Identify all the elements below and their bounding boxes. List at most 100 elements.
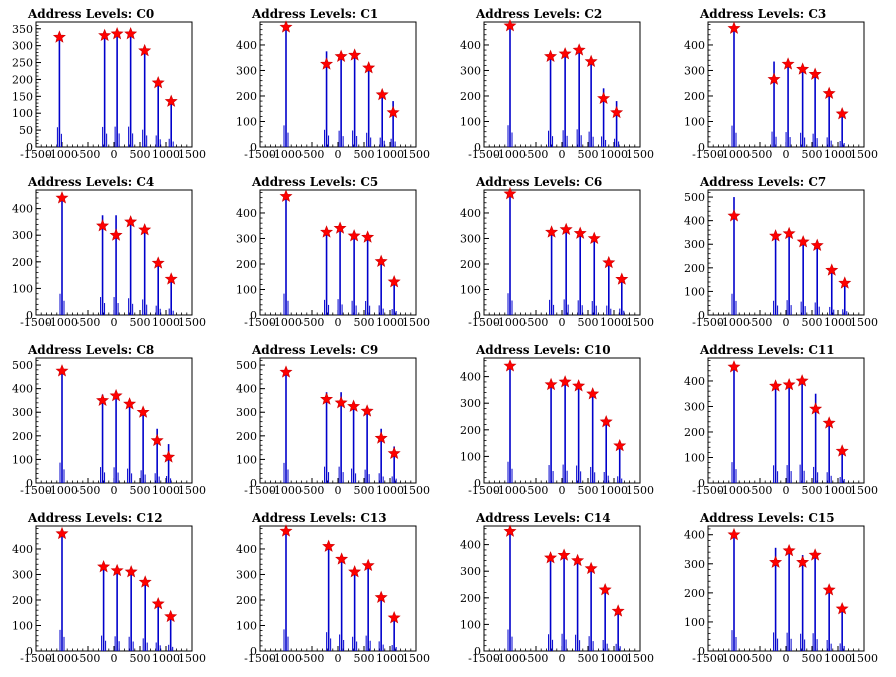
peak-2 [335,552,349,651]
peak-marker-star [279,524,293,537]
x-tick-label: 1000 [824,652,852,665]
y-tick-label: 300 [684,558,705,571]
y-tick-label: 100 [236,283,257,296]
subplot-13: Address Levels: C13 0 100 200 300 400 -1500-10… [236,511,430,665]
peak-3 [348,48,362,147]
y-tick-label: 300 [12,406,33,419]
peak-3 [796,555,810,651]
peak-4 [361,558,375,651]
x-tick-label: -1500 [20,316,52,329]
peak-0 [55,191,69,315]
peak-0 [727,527,741,651]
peak-marker-star [387,446,401,460]
y-tick-label: 400 [12,383,33,396]
peak-0 [55,364,69,483]
peak-marker-star [769,555,783,568]
peak-0 [727,21,741,147]
peak-marker-star [279,365,293,378]
x-tick-label: 1000 [824,316,852,329]
y-tick-label: 400 [684,39,705,52]
x-tick-label: -1000 [718,316,750,329]
peak-marker-star [124,215,138,228]
chart-title: Address Levels: C13 [251,511,387,525]
peak-marker-star [586,387,600,400]
peak-0 [279,524,293,651]
peak-3 [573,226,587,315]
y-tick-label: 100 [460,283,481,296]
x-tick-label: 1500 [402,652,430,665]
y-tick-label: 400 [236,39,257,52]
y-tick-label: 300 [236,232,257,245]
peak-marker-star [96,393,110,406]
peak-marker-star [322,539,336,552]
x-tick-label: 1000 [600,148,628,161]
peak-marker-star [727,360,741,373]
peak-1 [98,28,112,147]
x-tick-label: 1000 [152,484,180,497]
peak-marker-star [138,575,152,588]
x-tick-label: 500 [802,484,823,497]
peak-marker-star [597,91,611,105]
peak-marker-star [347,229,361,242]
peak-2 [782,377,796,483]
x-tick-label: 1000 [152,652,180,665]
x-tick-label: 1500 [626,148,654,161]
peak-marker-star [781,57,795,70]
peak-6 [610,101,624,147]
peak-marker-star [598,583,612,596]
x-tick-label: -1000 [494,484,526,497]
peak-5 [150,428,164,483]
peak-3 [572,43,586,147]
peak-marker-star [136,405,150,418]
x-tick-label: 500 [354,148,375,161]
peak-marker-star [808,548,822,561]
peak-marker-star [727,21,741,34]
y-tick-label: 150 [12,90,33,103]
x-tick-label: -1500 [244,484,276,497]
peak-6 [164,94,178,147]
x-tick-label: 0 [783,148,790,161]
x-tick-label: -500 [76,484,101,497]
peak-marker-star [124,26,138,40]
peak-marker-star [822,416,836,429]
y-tick-label: 100 [12,453,33,466]
x-tick-label: 1500 [402,484,430,497]
x-tick-label: -500 [524,484,549,497]
x-tick-label: -1000 [718,148,750,161]
x-tick-label: -1000 [46,652,78,665]
x-tick-label: 500 [802,316,823,329]
x-tick-label: -1500 [692,484,724,497]
peak-4 [362,61,376,147]
peak-marker-star [162,450,176,463]
peak-marker-star [796,235,810,248]
peak-2 [334,392,348,483]
peak-marker-star [374,590,388,603]
peak-marker-star [333,221,347,234]
peak-marker-star [335,552,349,565]
peak-marker-star [347,399,361,412]
x-tick-label: -500 [300,316,325,329]
x-tick-label: -1500 [692,148,724,161]
chart-title: Address Levels: C6 [475,175,602,189]
y-tick-label: 500 [12,359,33,372]
peak-marker-star [503,19,517,32]
peak-marker-star [150,433,164,447]
peak-6 [613,438,627,483]
peak-marker-star [795,374,809,387]
y-tick-label: 100 [236,115,257,128]
y-tick-label: 200 [684,90,705,103]
peak-1 [322,539,336,651]
peak-0 [503,187,517,315]
x-tick-label: 1500 [850,148,878,161]
peak-marker-star [559,222,573,236]
peak-3 [124,565,138,651]
peak-marker-star [808,67,822,80]
peak-marker-star [503,524,517,537]
y-tick-label: 200 [460,592,481,605]
peak-2 [334,49,348,147]
subplot-15: Address Levels: C15 0 100 200 300 400 -1500-10… [684,511,878,665]
peak-marker-star [109,228,123,241]
peak-marker-star [386,105,400,119]
x-tick-label: -1500 [468,148,500,161]
y-tick-label: 300 [684,238,705,251]
